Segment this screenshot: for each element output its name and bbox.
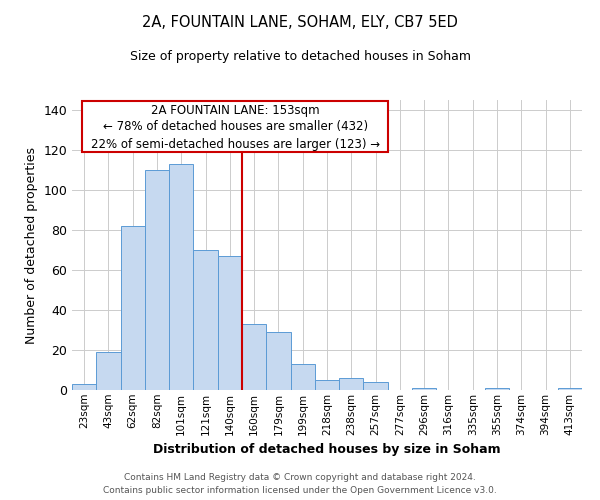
Bar xyxy=(218,256,242,390)
Bar xyxy=(193,250,218,390)
Bar xyxy=(121,226,145,390)
Text: 22% of semi-detached houses are larger (123) →: 22% of semi-detached houses are larger (… xyxy=(91,138,380,150)
X-axis label: Distribution of detached houses by size in Soham: Distribution of detached houses by size … xyxy=(153,443,501,456)
Y-axis label: Number of detached properties: Number of detached properties xyxy=(25,146,38,344)
Bar xyxy=(412,388,436,390)
Text: ← 78% of detached houses are smaller (432): ← 78% of detached houses are smaller (43… xyxy=(103,120,368,134)
Bar xyxy=(242,324,266,390)
Bar xyxy=(364,382,388,390)
Bar xyxy=(266,332,290,390)
Bar xyxy=(315,380,339,390)
Bar xyxy=(485,388,509,390)
Text: Contains public sector information licensed under the Open Government Licence v3: Contains public sector information licen… xyxy=(103,486,497,495)
Text: 2A, FOUNTAIN LANE, SOHAM, ELY, CB7 5ED: 2A, FOUNTAIN LANE, SOHAM, ELY, CB7 5ED xyxy=(142,15,458,30)
Bar xyxy=(96,352,121,390)
FancyBboxPatch shape xyxy=(82,102,388,152)
Bar xyxy=(169,164,193,390)
Bar xyxy=(339,378,364,390)
Text: 2A FOUNTAIN LANE: 153sqm: 2A FOUNTAIN LANE: 153sqm xyxy=(151,104,320,118)
Bar xyxy=(72,384,96,390)
Text: Contains HM Land Registry data © Crown copyright and database right 2024.: Contains HM Land Registry data © Crown c… xyxy=(124,472,476,482)
Text: Size of property relative to detached houses in Soham: Size of property relative to detached ho… xyxy=(130,50,470,63)
Bar xyxy=(558,388,582,390)
Bar xyxy=(145,170,169,390)
Bar xyxy=(290,364,315,390)
